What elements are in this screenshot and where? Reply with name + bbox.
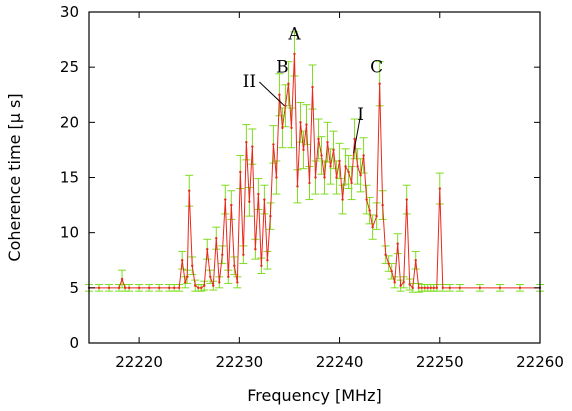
- annotation-label: II: [243, 72, 256, 92]
- x-tick-label: 22250: [416, 353, 464, 371]
- annotation-label: A: [287, 25, 301, 45]
- annotation-pointer: [353, 115, 362, 154]
- x-tick-label: 22230: [215, 353, 263, 371]
- y-tick-label: 10: [60, 224, 79, 242]
- y-tick-label: 30: [60, 3, 79, 21]
- y-tick-label: 5: [69, 279, 79, 297]
- series-line: [89, 53, 540, 289]
- tick-layer: 22220 22230 22240 22250 22260 0 5 10 15 20 25 30: [60, 3, 564, 371]
- series-layer: [87, 52, 542, 290]
- x-tick-label: 22240: [316, 353, 364, 371]
- x-axis-label: Frequency [MHz]: [247, 386, 381, 405]
- y-tick-label: 15: [60, 169, 79, 187]
- y-axis-label: Coherence time [μ s]: [5, 93, 24, 261]
- annotation-pointer: [259, 81, 285, 107]
- y-tick-label: 0: [69, 334, 79, 352]
- x-tick-label: 22260: [516, 353, 564, 371]
- annotation-layer: ABCIII: [243, 25, 383, 154]
- annotation-label: C: [370, 58, 383, 78]
- annotation-label: B: [276, 58, 289, 78]
- x-tick-label: 22220: [115, 353, 163, 371]
- y-tick-label: 25: [60, 58, 79, 76]
- y-tick-label: 20: [60, 113, 79, 131]
